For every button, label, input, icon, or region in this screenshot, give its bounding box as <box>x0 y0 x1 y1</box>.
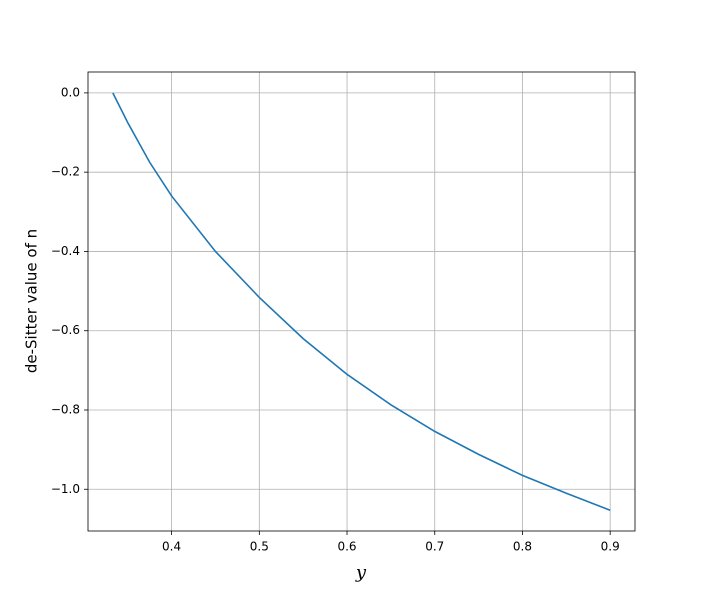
x-tick-label: 0.7 <box>425 540 444 554</box>
x-tick-label: 0.8 <box>513 540 532 554</box>
x-tick-label: 0.4 <box>162 540 181 554</box>
x-tick-label: 0.6 <box>337 540 356 554</box>
x-tick-label: 0.9 <box>601 540 620 554</box>
y-tick-label: 0.0 <box>61 85 80 99</box>
y-axis-label: de-Sitter value of n <box>23 229 41 373</box>
y-tick-label: −0.6 <box>51 323 80 337</box>
x-axis-label: y <box>355 562 367 583</box>
x-tick-label: 0.5 <box>250 540 269 554</box>
y-tick-label: −0.8 <box>51 402 80 416</box>
line <box>112 92 611 512</box>
y-tick-label: −1.0 <box>51 482 80 496</box>
plot-frame <box>87 71 636 532</box>
y-tick-label: −0.4 <box>51 244 80 258</box>
y-tick-label: −0.2 <box>51 165 80 179</box>
